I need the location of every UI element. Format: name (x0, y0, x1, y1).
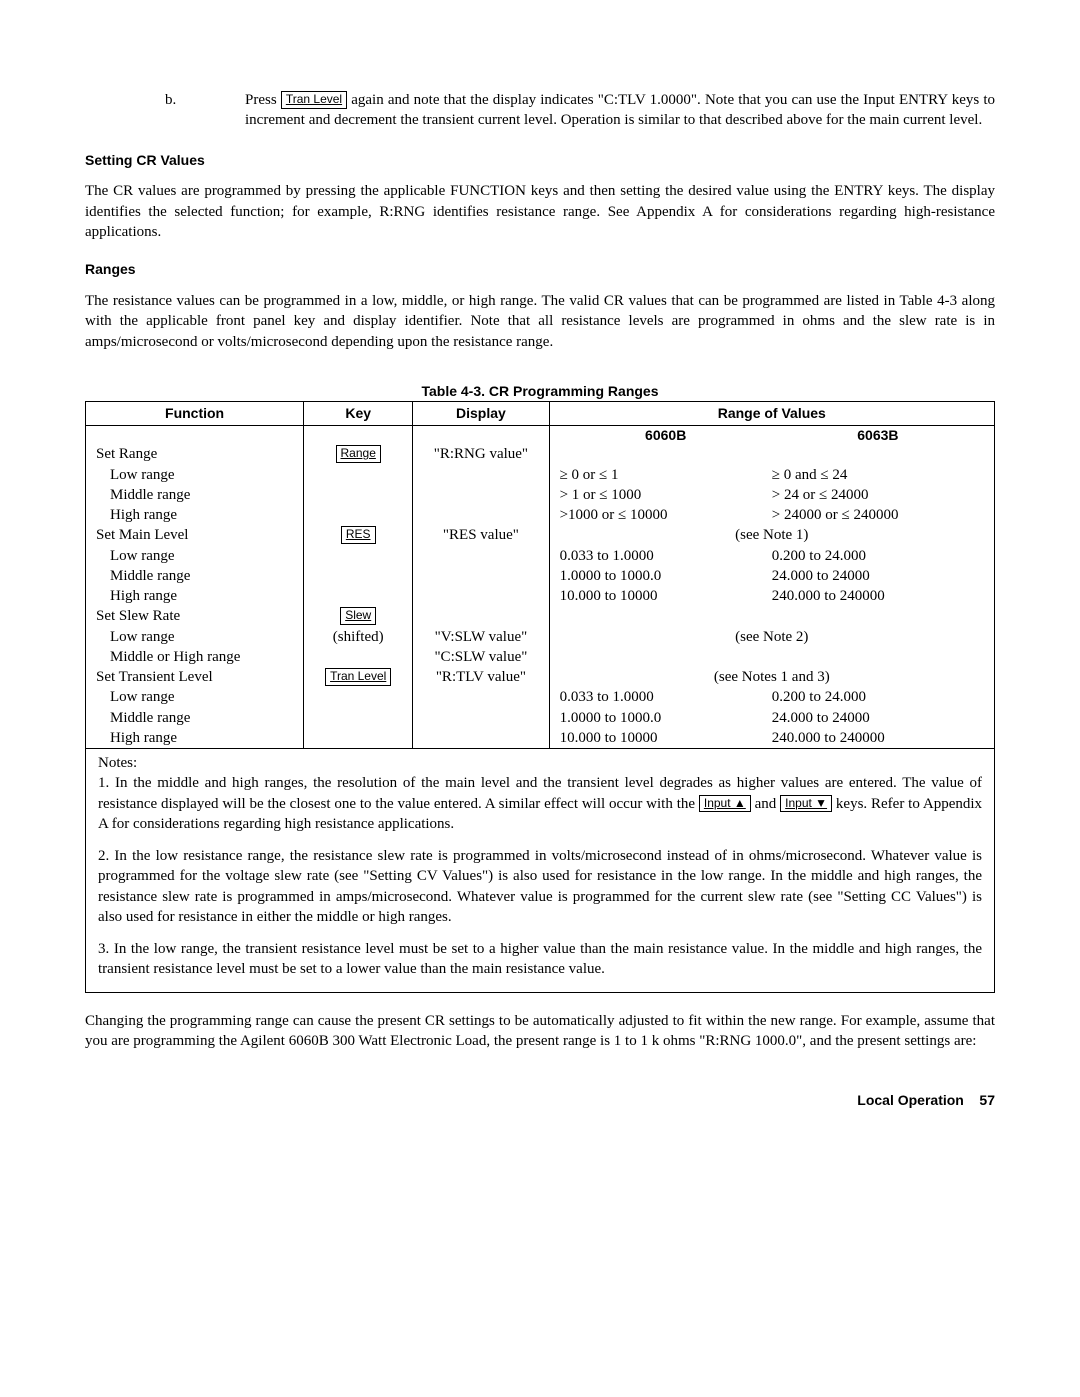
range-head-6063b: 6063B (772, 426, 984, 445)
table-row: Set Main LevelRES"RES value"(see Note 1) (86, 525, 995, 545)
note-1: 1. In the middle and high ranges, the re… (98, 773, 982, 834)
para-setting-cr: The CR values are programmed by pressing… (85, 181, 995, 242)
note-3: 3. In the low range, the transient resis… (98, 939, 982, 980)
step-b: b. Press Tran Level again and note that … (85, 90, 995, 131)
table-row: High range>1000 or ≤ 10000> 24000 or ≤ 2… (86, 505, 995, 525)
input-down-key: Input ▼ (780, 795, 832, 813)
cr-table: Function Key Display Range of Values 606… (85, 401, 995, 750)
step-b-rest: again and note that the display indicate… (245, 92, 995, 128)
table-row: Low range(shifted)"V:SLW value"(see Note… (86, 627, 995, 647)
table-row: Set Transient LevelTran Level"R:TLV valu… (86, 667, 995, 687)
table-row: High range10.000 to 10000240.000 to 2400… (86, 586, 995, 606)
input-up-key: Input ▲ (699, 795, 751, 813)
heading-setting-cr: Setting CR Values (85, 151, 995, 170)
th-display: Display (413, 401, 549, 425)
notes-label: Notes: (98, 753, 982, 773)
th-function: Function (86, 401, 304, 425)
page-footer: Local Operation 57 (85, 1091, 995, 1110)
para-after-table: Changing the programming range can cause… (85, 1011, 995, 1052)
tran-level-key: Tran Level (281, 91, 347, 109)
table-row: Middle range1.0000 to 1000.024.000 to 24… (86, 708, 995, 728)
footer-page: 57 (979, 1092, 995, 1108)
para-ranges: The resistance values can be programmed … (85, 291, 995, 352)
table-row: Middle range> 1 or ≤ 1000> 24 or ≤ 24000 (86, 485, 995, 505)
table-row: Low range0.033 to 1.00000.200 to 24.000 (86, 687, 995, 707)
table-row: Low range≥ 0 or ≤ 1≥ 0 and ≤ 24 (86, 465, 995, 485)
th-range: Range of Values (549, 401, 994, 425)
range-head-6060b: 6060B (560, 426, 772, 445)
note-1-mid: and (755, 796, 781, 812)
step-b-lead: Press (245, 92, 281, 108)
table-row: Set Slew RateSlew (86, 606, 995, 626)
step-b-marker: b. (85, 90, 245, 131)
table-row: Low range0.033 to 1.00000.200 to 24.000 (86, 546, 995, 566)
th-key: Key (304, 401, 413, 425)
notes-box: Notes: 1. In the middle and high ranges,… (85, 749, 995, 993)
table-row: High range10.000 to 10000240.000 to 2400… (86, 728, 995, 749)
step-b-text: Press Tran Level again and note that the… (245, 90, 995, 131)
footer-label: Local Operation (857, 1092, 964, 1108)
table-row: Middle range1.0000 to 1000.024.000 to 24… (86, 566, 995, 586)
table-caption: Table 4-3. CR Programming Ranges (85, 382, 995, 401)
heading-ranges: Ranges (85, 260, 995, 279)
note-2: 2. In the low resistance range, the resi… (98, 846, 982, 927)
table-row: Set RangeRange"R:RNG value" (86, 444, 995, 464)
table-row: Middle or High range"C:SLW value" (86, 647, 995, 667)
